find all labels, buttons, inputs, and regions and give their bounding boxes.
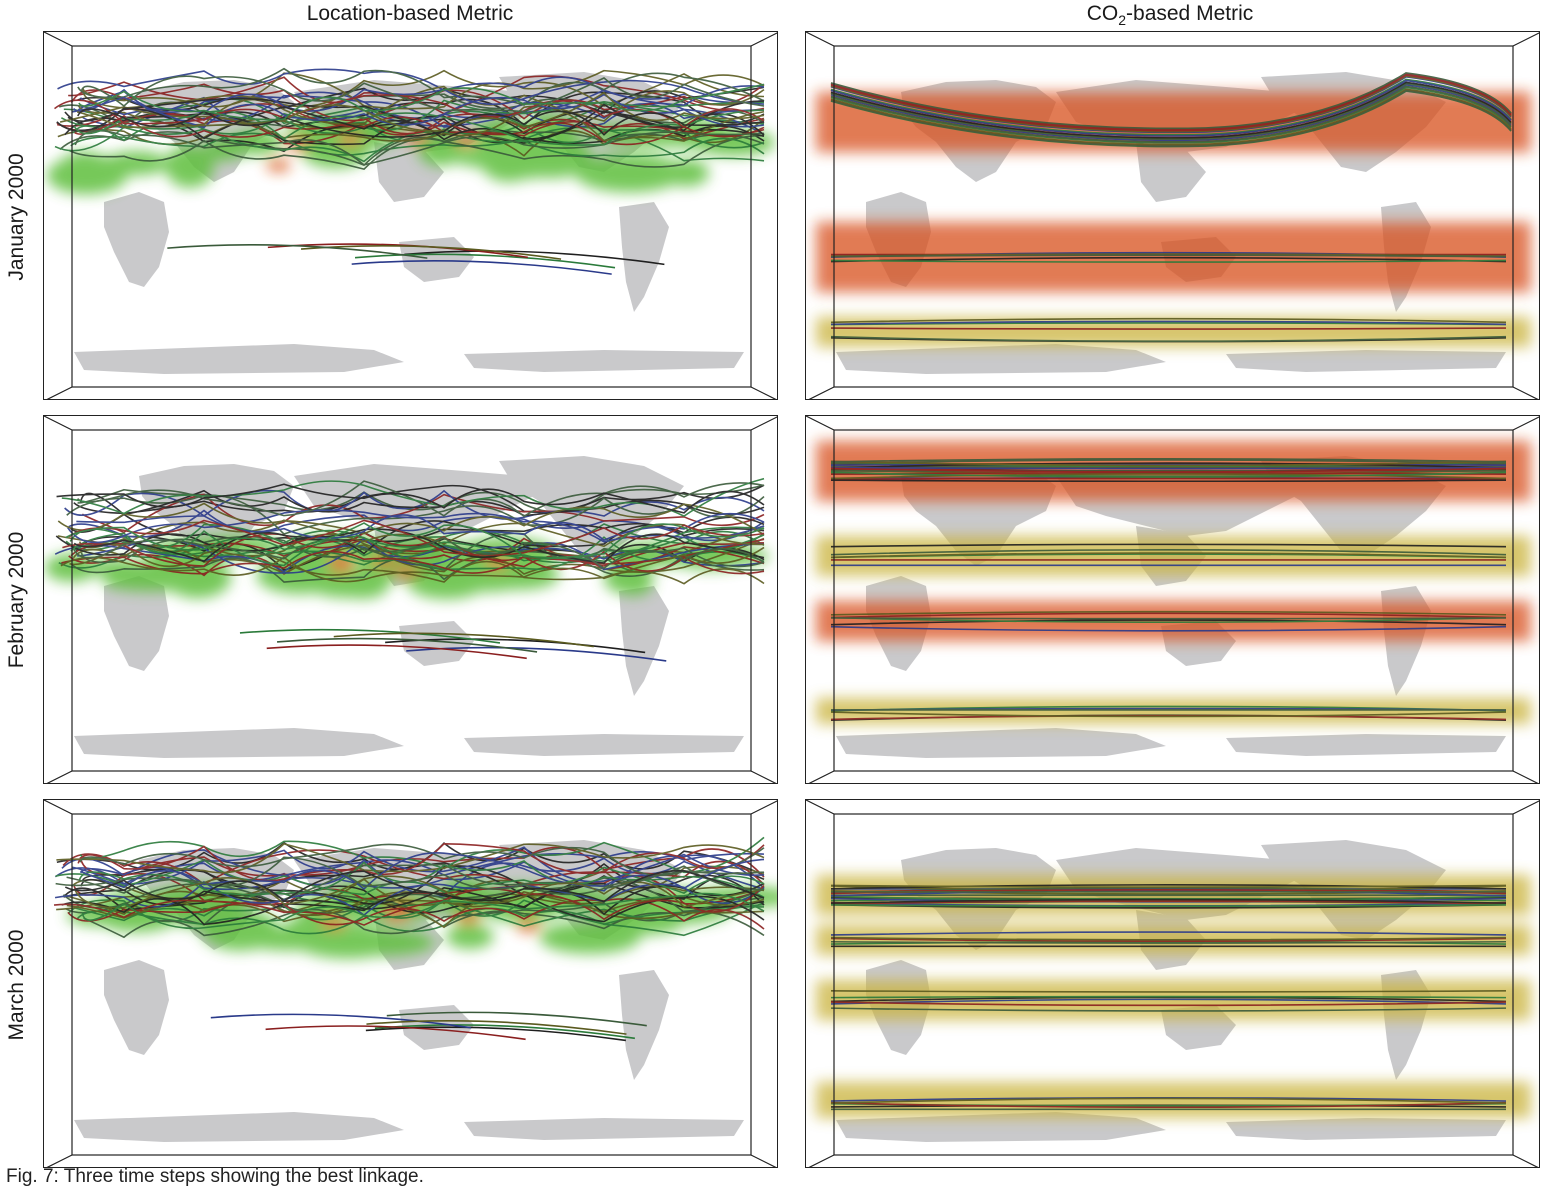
column-title-co2: CO2-based Metric bbox=[930, 0, 1410, 28]
frame-corner bbox=[806, 771, 834, 784]
frame-corner bbox=[806, 416, 834, 430]
landmass bbox=[104, 960, 169, 1055]
map-visualization bbox=[806, 32, 1540, 400]
landmass bbox=[104, 192, 169, 287]
frame-corner bbox=[44, 771, 72, 784]
frame-corner bbox=[751, 416, 778, 430]
frame-corner bbox=[806, 800, 834, 814]
landmass bbox=[399, 237, 474, 282]
frame-corner bbox=[806, 387, 834, 400]
landmass bbox=[464, 734, 744, 756]
co2-band bbox=[816, 601, 1531, 641]
map-visualization bbox=[44, 416, 778, 784]
landmass bbox=[1226, 350, 1506, 372]
pathline bbox=[831, 618, 1506, 619]
frame-corner bbox=[751, 32, 778, 46]
frame-corner bbox=[751, 771, 778, 784]
pathline bbox=[831, 565, 1506, 566]
frame-corner bbox=[1513, 771, 1540, 784]
frame-corner bbox=[751, 800, 778, 814]
frame-corner bbox=[1513, 387, 1540, 400]
frame-corner bbox=[1513, 1155, 1540, 1168]
column-title-location: Location-based Metric bbox=[170, 0, 650, 28]
panel-january-location bbox=[43, 31, 778, 400]
frame-corner bbox=[806, 1155, 834, 1168]
density-blob bbox=[446, 923, 494, 949]
co2-title-subscript: 2 bbox=[1118, 12, 1126, 28]
frame-corner bbox=[1513, 416, 1540, 430]
panel-february-location bbox=[43, 415, 778, 784]
co2-band bbox=[816, 698, 1531, 724]
frame-corner bbox=[44, 32, 72, 46]
landmass bbox=[464, 350, 744, 372]
co2-title-prefix: CO bbox=[1087, 2, 1119, 25]
density-blob bbox=[47, 157, 126, 195]
landmass bbox=[74, 344, 404, 374]
co2-title-suffix: -based Metric bbox=[1126, 2, 1253, 25]
frame-corner bbox=[44, 387, 72, 400]
landmass bbox=[619, 202, 669, 312]
panel-february-co2 bbox=[805, 415, 1540, 784]
landmass bbox=[1226, 734, 1506, 756]
pathline bbox=[831, 1109, 1506, 1110]
frame-corner bbox=[44, 416, 72, 430]
density-hotspot bbox=[266, 160, 290, 172]
map-visualization bbox=[806, 800, 1540, 1168]
landmass bbox=[464, 1118, 744, 1140]
frame-corner bbox=[1513, 32, 1540, 46]
pathline bbox=[831, 328, 1506, 329]
panel-march-co2 bbox=[805, 799, 1540, 1168]
landmass bbox=[1226, 1118, 1506, 1140]
map-visualization bbox=[44, 32, 778, 400]
frame-corner bbox=[751, 387, 778, 400]
frame-corner bbox=[44, 800, 72, 814]
panel-january-co2 bbox=[805, 31, 1540, 400]
map-visualization bbox=[44, 800, 778, 1168]
landmass bbox=[619, 586, 669, 696]
pathline bbox=[831, 891, 1506, 892]
landmass bbox=[74, 728, 404, 758]
panel-march-location bbox=[43, 799, 778, 1168]
landmass bbox=[74, 1112, 404, 1142]
frame-corner bbox=[1513, 800, 1540, 814]
frame-corner bbox=[751, 1155, 778, 1168]
frame-corner bbox=[806, 32, 834, 46]
figure-caption: Fig. 7: Three time steps showing the bes… bbox=[6, 1166, 424, 1188]
landmass bbox=[836, 728, 1166, 758]
pathline bbox=[831, 946, 1506, 947]
pathline bbox=[831, 895, 1506, 896]
landmass bbox=[836, 344, 1166, 374]
map-visualization bbox=[806, 416, 1540, 784]
